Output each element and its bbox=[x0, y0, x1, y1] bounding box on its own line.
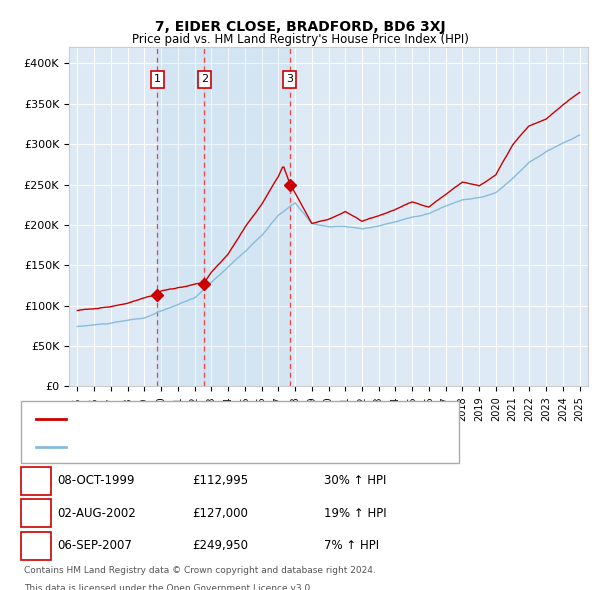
Text: Contains HM Land Registry data © Crown copyright and database right 2024.: Contains HM Land Registry data © Crown c… bbox=[24, 566, 376, 575]
Text: £127,000: £127,000 bbox=[192, 507, 248, 520]
Text: 19% ↑ HPI: 19% ↑ HPI bbox=[324, 507, 386, 520]
Text: 7% ↑ HPI: 7% ↑ HPI bbox=[324, 539, 379, 552]
Text: 7, EIDER CLOSE, BRADFORD, BD6 3XJ: 7, EIDER CLOSE, BRADFORD, BD6 3XJ bbox=[155, 20, 445, 34]
Text: This data is licensed under the Open Government Licence v3.0.: This data is licensed under the Open Gov… bbox=[24, 584, 313, 590]
Text: 7, EIDER CLOSE, BRADFORD, BD6 3XJ (detached house): 7, EIDER CLOSE, BRADFORD, BD6 3XJ (detac… bbox=[72, 414, 362, 424]
Text: £249,950: £249,950 bbox=[192, 539, 248, 552]
Text: 02-AUG-2002: 02-AUG-2002 bbox=[57, 507, 136, 520]
Text: 06-SEP-2007: 06-SEP-2007 bbox=[57, 539, 132, 552]
Text: 2: 2 bbox=[201, 74, 208, 84]
Bar bbox=[204, 47, 290, 386]
Bar bbox=[157, 47, 204, 386]
Text: HPI: Average price, detached house, Bradford: HPI: Average price, detached house, Brad… bbox=[72, 442, 310, 452]
Text: 3: 3 bbox=[32, 539, 40, 552]
Text: 1: 1 bbox=[32, 474, 40, 487]
Text: 08-OCT-1999: 08-OCT-1999 bbox=[57, 474, 134, 487]
Text: 1: 1 bbox=[154, 74, 161, 84]
Text: 2: 2 bbox=[32, 507, 40, 520]
Text: £112,995: £112,995 bbox=[192, 474, 248, 487]
Text: Price paid vs. HM Land Registry's House Price Index (HPI): Price paid vs. HM Land Registry's House … bbox=[131, 33, 469, 46]
Text: 3: 3 bbox=[286, 74, 293, 84]
Text: 30% ↑ HPI: 30% ↑ HPI bbox=[324, 474, 386, 487]
